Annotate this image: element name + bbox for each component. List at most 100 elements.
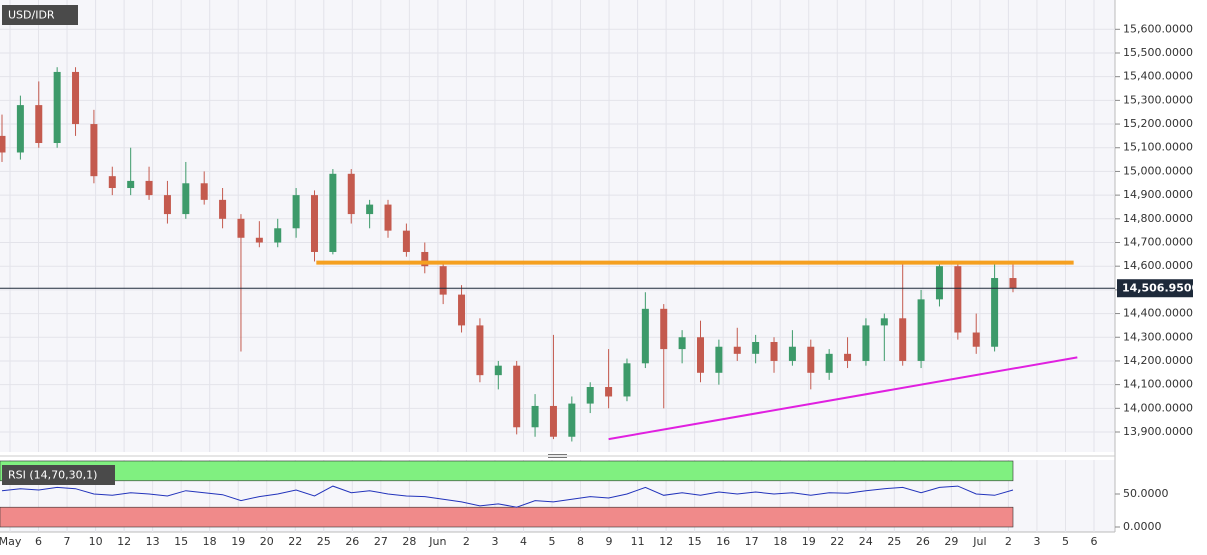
candle-body — [972, 332, 980, 347]
candle-body — [770, 341, 778, 361]
overbought-zone — [0, 460, 1014, 482]
x-tick-label: 13 — [146, 535, 160, 548]
x-tick-label: Jun — [428, 535, 446, 548]
x-tick-label: 4 — [520, 535, 527, 548]
x-tick-label: 12 — [659, 535, 673, 548]
x-tick-label: 26 — [345, 535, 359, 548]
x-tick-label: Jul — [972, 535, 986, 548]
y-tick-label: 14,300.0000 — [1123, 330, 1193, 343]
candle-body — [678, 337, 686, 350]
x-tick-label: 16 — [716, 535, 730, 548]
x-tick-label: 15 — [688, 535, 702, 548]
x-tick-label: 25 — [887, 535, 901, 548]
y-tick-label: 15,200.0000 — [1123, 117, 1193, 130]
candle-body — [163, 195, 171, 215]
last-price-badge — [1117, 279, 1193, 298]
rsi-y-tick-label: 50.0000 — [1123, 487, 1169, 500]
x-tick-label: 8 — [577, 535, 584, 548]
marks — [0, 67, 1115, 528]
candle-body — [72, 71, 80, 125]
x-tick-label: 19 — [231, 535, 245, 548]
candle-body — [200, 183, 208, 200]
x-tick-label: 12 — [117, 535, 131, 548]
candle-body — [623, 363, 631, 397]
x-tick-label: 18 — [773, 535, 787, 548]
candle-body — [549, 405, 557, 437]
candle-body — [788, 346, 796, 361]
candle-body — [696, 337, 704, 373]
oversold-zone — [0, 506, 1014, 528]
x-tick-label: 5 — [549, 535, 556, 548]
candle-body — [494, 365, 502, 376]
x-tick-label: 22 — [830, 535, 844, 548]
candle-body — [733, 346, 741, 354]
y-tick-label: 15,400.0000 — [1123, 70, 1193, 83]
y-tick-label: 14,600.0000 — [1123, 259, 1193, 272]
candle-body — [439, 266, 447, 295]
rsi-badge — [2, 465, 115, 485]
x-tick-label: 18 — [203, 535, 217, 548]
candle-body — [513, 365, 521, 428]
candle-body — [935, 266, 943, 300]
candle-body — [347, 173, 355, 215]
x-tick-label: 5 — [1062, 535, 1069, 548]
candle-body — [605, 386, 613, 397]
x-tick-label: 27 — [374, 535, 388, 548]
x-tick-label: May — [0, 535, 22, 548]
candle-body — [237, 218, 245, 238]
y-tick-label: 15,600.0000 — [1123, 22, 1193, 35]
candle-body — [329, 173, 337, 252]
x-tick-label: 3 — [1033, 535, 1040, 548]
x-tick-label: 2 — [463, 535, 470, 548]
x-tick-label: 22 — [288, 535, 302, 548]
y-tick-label: 15,000.0000 — [1123, 164, 1193, 177]
y-tick-label: 14,400.0000 — [1123, 307, 1193, 320]
candle-body — [880, 318, 888, 326]
candle-body — [90, 124, 98, 177]
y-tick-label: 14,900.0000 — [1123, 188, 1193, 201]
candle-body — [825, 353, 833, 373]
symbol-badge — [2, 5, 78, 25]
price-plot-area — [0, 0, 1115, 452]
x-tick-label: 10 — [89, 535, 103, 548]
candle-body — [292, 195, 300, 229]
candle-body — [219, 199, 227, 219]
candle-body — [16, 105, 24, 153]
candle-body — [586, 386, 594, 404]
y-tick-label: 14,700.0000 — [1123, 235, 1193, 248]
rsi-y-tick-label: 0.0000 — [1123, 520, 1162, 533]
candle-body — [366, 204, 374, 215]
x-tick-label: 20 — [260, 535, 274, 548]
x-tick-label: 6 — [35, 535, 42, 548]
candle-body — [844, 353, 852, 361]
x-tick-label: 7 — [64, 535, 71, 548]
candle-body — [0, 135, 6, 153]
grid — [0, 0, 1115, 532]
x-tick-label: 19 — [802, 535, 816, 548]
chart-title: USD/IDR — [8, 9, 55, 22]
y-tick-label: 14,200.0000 — [1123, 354, 1193, 367]
x-tick-label: 24 — [859, 535, 873, 548]
candle-body — [476, 325, 484, 376]
y-tick-label: 14,000.0000 — [1123, 401, 1193, 414]
candle-body — [108, 176, 116, 189]
candle-body — [421, 251, 429, 267]
candle-body — [182, 183, 190, 215]
candle-body — [458, 294, 466, 326]
candle-body — [255, 237, 263, 243]
candle-body — [917, 299, 925, 361]
x-tick-label: 26 — [916, 535, 930, 548]
pane-handle[interactable] — [548, 454, 567, 458]
candle-body — [274, 228, 282, 243]
candle-body — [715, 346, 723, 373]
y-tick-label: 14,100.0000 — [1123, 378, 1193, 391]
candle-body — [899, 318, 907, 361]
y-tick-label: 14,800.0000 — [1123, 212, 1193, 225]
candle-body — [660, 308, 668, 350]
rsi-line — [1, 485, 1014, 508]
candle-body — [991, 278, 999, 347]
y-tick-label: 15,100.0000 — [1123, 141, 1193, 154]
candle-body — [954, 266, 962, 333]
candle-body — [310, 195, 318, 252]
